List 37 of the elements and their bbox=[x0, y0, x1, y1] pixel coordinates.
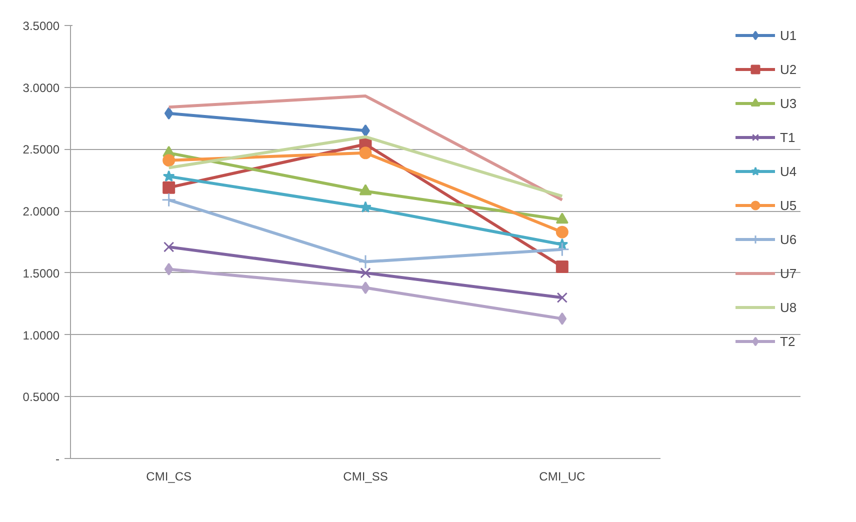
y-tick-label: 1.5000 bbox=[22, 266, 60, 280]
y-tick-label: 3.5000 bbox=[22, 19, 60, 33]
y-tick-label: 1.0000 bbox=[22, 328, 60, 342]
point bbox=[359, 184, 372, 196]
point bbox=[162, 192, 176, 208]
legend-label: U6 bbox=[780, 232, 798, 246]
point bbox=[163, 242, 174, 252]
point bbox=[556, 226, 568, 238]
y-tick-label: 0.5000 bbox=[22, 390, 60, 404]
y-tick-label: 3.0000 bbox=[22, 80, 60, 95]
legend-label: T1 bbox=[780, 130, 796, 144]
point bbox=[162, 181, 176, 194]
point bbox=[556, 260, 568, 273]
point bbox=[162, 154, 176, 167]
legend-label: U7 bbox=[780, 266, 798, 280]
point bbox=[164, 262, 174, 276]
y-tick-label: - bbox=[56, 452, 60, 466]
y-tick-label: 2.0000 bbox=[22, 204, 60, 219]
point bbox=[164, 107, 174, 120]
point bbox=[360, 268, 371, 278]
point bbox=[360, 201, 372, 213]
point bbox=[556, 212, 568, 224]
x-tick-label: CMI_UC bbox=[539, 470, 586, 484]
legend-label: U2 bbox=[780, 62, 798, 76]
point bbox=[558, 312, 567, 325]
point bbox=[359, 146, 372, 160]
legend-label: U8 bbox=[780, 300, 798, 314]
legend-label: U1 bbox=[780, 28, 798, 42]
legend-label: T2 bbox=[780, 334, 796, 348]
legend-label: U3 bbox=[780, 96, 798, 110]
y-tick-label: 2.5000 bbox=[22, 142, 60, 157]
legend-label: U5 bbox=[780, 198, 798, 212]
point bbox=[556, 292, 568, 304]
legend-label: U4 bbox=[780, 164, 798, 178]
x-tick-label: CMI_SS bbox=[343, 470, 388, 484]
x-tick-label: CMI_CS bbox=[146, 470, 192, 484]
point bbox=[162, 170, 175, 182]
